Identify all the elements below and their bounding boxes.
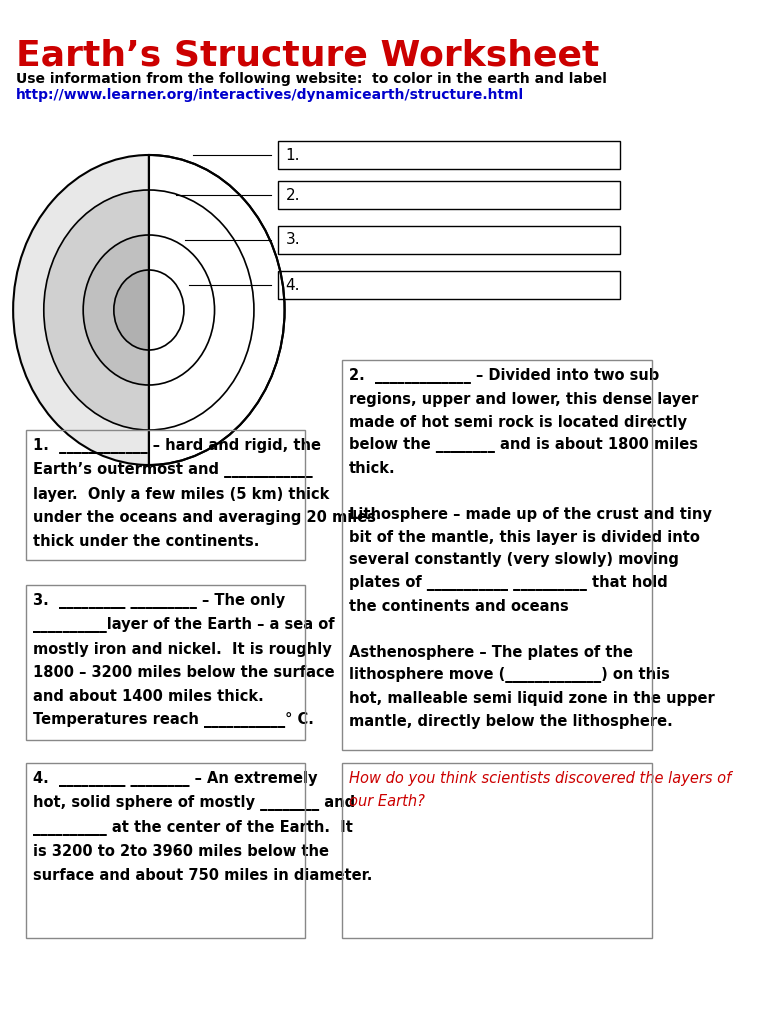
Circle shape [44, 190, 254, 430]
Text: 4.: 4. [286, 278, 300, 293]
Text: 2.: 2. [286, 187, 300, 203]
Circle shape [61, 200, 184, 340]
Wedge shape [149, 234, 214, 385]
Circle shape [83, 234, 214, 385]
Wedge shape [149, 270, 184, 350]
Text: http://www.learner.org/interactives/dynamicearth/structure.html: http://www.learner.org/interactives/dyna… [16, 88, 524, 102]
Text: 3.  _________ _________ – The only
__________layer of the Earth – a sea of
mostl: 3. _________ _________ – The only ______… [33, 593, 335, 728]
Text: 1.: 1. [286, 147, 300, 163]
Wedge shape [149, 155, 285, 465]
Circle shape [114, 270, 184, 350]
Text: Use information from the following website:  to color in the earth and label: Use information from the following websi… [16, 72, 607, 86]
Text: Earth’s Structure Worksheet: Earth’s Structure Worksheet [16, 38, 599, 72]
Text: 4.  _________ ________ – An extremely
hot, solid sphere of mostly ________ and
_: 4. _________ ________ – An extremely hot… [33, 771, 372, 883]
Text: 1.  ____________ – hard and rigid, the
Earth’s outermost and ____________
layer.: 1. ____________ – hard and rigid, the Ea… [33, 438, 376, 549]
Text: 2.  _____________ – Divided into two sub
regions, upper and lower, this dense la: 2. _____________ – Divided into two sub … [349, 368, 714, 729]
Circle shape [13, 155, 285, 465]
Wedge shape [149, 190, 254, 430]
Text: How do you think scientists discovered the layers of
our Earth?: How do you think scientists discovered t… [349, 771, 731, 809]
Text: 3.: 3. [286, 232, 300, 248]
